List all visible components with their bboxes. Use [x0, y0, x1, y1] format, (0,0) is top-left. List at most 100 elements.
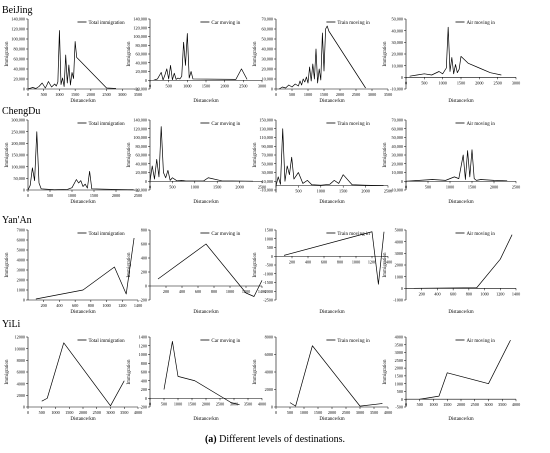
- y-tick-label: 2500: [395, 358, 403, 363]
- y-tick-label: -2500: [263, 298, 273, 303]
- x-axis-label: Distance/km: [193, 200, 218, 205]
- x-tick-label: 1000: [68, 193, 76, 198]
- series-line: [153, 33, 248, 81]
- y-tick-label: 20,000: [135, 69, 147, 75]
- y-tick-label: 5000: [395, 228, 403, 233]
- y-tick-label: 0: [145, 179, 147, 184]
- x-tick-label: 2500: [352, 92, 360, 97]
- y-tick-label: 200: [141, 270, 147, 275]
- chart-panel: 0 50,000 100,000 150,000 200,000 250,000 300,0…: [5, 118, 142, 205]
- legend-label: Air moving in: [467, 122, 496, 127]
- y-tick-label: -2000: [263, 289, 273, 294]
- y-tick-label: 30,000: [261, 57, 273, 63]
- y-tick-label: 140,000: [11, 17, 25, 23]
- y-tick-label: -10,000: [390, 188, 403, 194]
- x-tick-label: 2000: [361, 189, 369, 194]
- y-tick-label: 6000: [17, 370, 25, 375]
- y-tick-label: 1000: [265, 236, 273, 241]
- y-tick-label: 50,000: [391, 135, 403, 141]
- x-axis-label: Distance/km: [319, 310, 344, 315]
- y-axis-label: Immigration: [383, 142, 388, 167]
- x-tick-label: 0: [275, 189, 277, 194]
- y-tick-label: 8000: [17, 358, 25, 363]
- y-tick-label: 20,000: [13, 77, 25, 83]
- y-tick-label: 2000: [265, 387, 273, 392]
- x-tick-label: 2500: [239, 83, 247, 88]
- y-tick-label: 0: [401, 75, 403, 80]
- x-tick-label: 3500: [134, 92, 142, 97]
- x-tick-label: 800: [211, 289, 217, 294]
- y-tick-label: 40,000: [13, 67, 25, 73]
- legend-label: Car moving in: [211, 21, 240, 26]
- x-tick-label: 1000: [191, 184, 199, 189]
- x-tick-label: 1500: [90, 193, 98, 198]
- x-tick-label: 1500: [457, 80, 465, 85]
- y-tick-label: 120,000: [133, 126, 147, 132]
- y-axis-label: Immigration: [5, 252, 10, 277]
- y-tick-label: 0: [23, 87, 25, 92]
- x-axis-label: Distance/km: [319, 417, 344, 422]
- x-tick-label: 1500: [71, 92, 79, 97]
- x-tick-label: 1000: [300, 410, 308, 415]
- y-tick-label: -500: [395, 405, 403, 410]
- y-tick-label: 60,000: [135, 153, 147, 159]
- city-label-yanan: Yan'An: [2, 215, 32, 226]
- y-tick-label: 1000: [139, 352, 147, 357]
- x-tick-label: 3500: [120, 410, 128, 415]
- y-tick-label: -1500: [263, 280, 273, 285]
- y-tick-label: 150,000: [259, 118, 273, 124]
- y-tick-label: 70,000: [391, 118, 403, 124]
- legend-label: Total immigration: [89, 21, 126, 26]
- y-tick-label: -1000: [263, 271, 273, 276]
- y-tick-label: 50,000: [261, 161, 273, 167]
- x-tick-label: 1200: [368, 259, 376, 264]
- y-tick-label: 0: [145, 396, 147, 401]
- y-tick-label: -1000: [393, 298, 403, 303]
- x-tick-label: 2500: [258, 184, 266, 189]
- y-axis-label: Immigration: [253, 41, 258, 66]
- legend-label: Air moving in: [467, 339, 496, 344]
- x-tick-label: 500: [169, 184, 175, 189]
- y-axis-label: Immigration: [127, 359, 132, 384]
- y-tick-label: 50,000: [13, 176, 25, 182]
- y-tick-label: 2000: [395, 366, 403, 371]
- x-tick-label: 200: [41, 303, 47, 308]
- series-line: [275, 128, 384, 186]
- legend-label: Car moving in: [211, 122, 240, 127]
- x-tick-label: 500: [39, 410, 45, 415]
- x-axis-label: Distance/km: [70, 310, 95, 315]
- x-axis-label: Distance/km: [193, 99, 218, 104]
- x-axis-label: Distance/km: [70, 417, 95, 422]
- y-tick-label: 4000: [17, 381, 25, 386]
- legend-label: Car moving in: [211, 232, 240, 237]
- x-tick-label: 1400: [512, 291, 520, 296]
- y-tick-label: 800: [141, 361, 147, 366]
- y-tick-label: 2000: [17, 393, 25, 398]
- y-tick-label: 6000: [265, 352, 273, 357]
- y-axis-label: Immigration: [253, 359, 258, 384]
- y-tick-label: 400: [141, 256, 147, 261]
- x-tick-label: 200: [289, 259, 295, 264]
- x-tick-label: 1000: [304, 92, 312, 97]
- y-tick-label: 6000: [17, 238, 25, 243]
- caption-text: Different levels of destinations.: [219, 434, 346, 445]
- y-tick-label: 30,000: [391, 153, 403, 159]
- y-axis-label: Immigration: [383, 252, 388, 277]
- y-tick-label: -200: [139, 405, 147, 410]
- legend-label: Air moving in: [467, 232, 496, 237]
- y-tick-label: -500: [265, 263, 273, 268]
- x-tick-label: 2500: [102, 92, 110, 97]
- x-tick-label: 1000: [51, 410, 59, 415]
- y-tick-label: 200: [141, 387, 147, 392]
- x-tick-label: 1500: [213, 184, 221, 189]
- x-tick-label: 0: [405, 80, 407, 85]
- x-tick-label: 500: [289, 92, 295, 97]
- y-axis-label: Immigration: [5, 142, 10, 167]
- x-tick-label: 3000: [230, 401, 238, 406]
- y-tick-label: 0: [401, 179, 403, 184]
- y-axis-label: Immigration: [127, 252, 132, 277]
- y-tick-label: 150,000: [11, 153, 25, 159]
- y-tick-label: 60,000: [391, 126, 403, 132]
